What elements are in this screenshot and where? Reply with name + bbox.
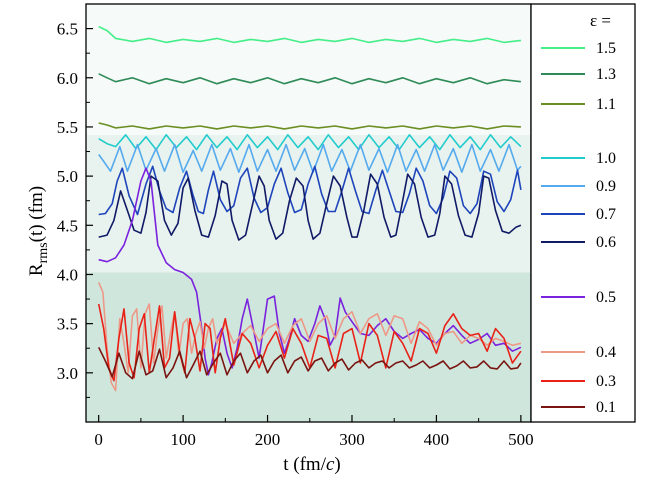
series-lines — [97, 25, 522, 392]
series-line-1.1 — [98, 122, 521, 130]
series-line-1.3 — [98, 73, 521, 85]
legend-label-1.3: 1.3 — [596, 66, 616, 83]
x-tick-label: 300 — [339, 430, 365, 449]
x-tick-label: 100 — [170, 430, 196, 449]
legend-label-0.9: 0.9 — [596, 178, 616, 195]
legend-label-0.7: 0.7 — [596, 206, 616, 223]
legend: ε = 1.5 1.3 1.1 1.0 0.9 0.7 0.6 0.5 0.4 0.3 0.1 — [530, 3, 636, 423]
x-tick-label: 400 — [424, 430, 450, 449]
x-tick-label: 0 — [94, 430, 103, 449]
y-tick-label: 6.5 — [57, 20, 78, 39]
y-tick-label: 5.5 — [57, 118, 78, 137]
y-tick-label: 4.0 — [57, 265, 78, 284]
legend-label-0.1: 0.1 — [596, 399, 616, 416]
x-tick-label: 500 — [508, 430, 534, 449]
x-axis-title: t (fm/c) — [283, 454, 341, 475]
series-line-0.7 — [98, 165, 522, 216]
band-0 — [86, 272, 531, 422]
legend-label-1.0: 1.0 — [596, 150, 616, 167]
legend-label-0.4: 0.4 — [596, 344, 616, 361]
y-tick-label: 5.0 — [57, 167, 78, 186]
band-2 — [86, 4, 531, 135]
series-line-0.9 — [98, 143, 522, 173]
x-tick-label: 200 — [255, 430, 281, 449]
y-tick-label: 4.5 — [57, 216, 78, 235]
legend-label-1.5: 1.5 — [596, 40, 616, 57]
legend-title: ε = — [590, 11, 611, 30]
series-line-0.6 — [98, 173, 522, 241]
y-tick-label: 3.5 — [57, 315, 78, 334]
legend-label-0.6: 0.6 — [596, 234, 616, 251]
legend-label-1.1: 1.1 — [596, 96, 616, 113]
legend-label-0.5: 0.5 — [596, 289, 616, 306]
y-tick-label: 6.0 — [57, 69, 78, 88]
series-line-1.5 — [98, 25, 521, 44]
series-line-0.1 — [97, 346, 522, 380]
series-line-1.0 — [98, 134, 522, 151]
ticks: 0 100 200 300 400 500 3.0 3.5 4.0 4.5 5.0 5.5 6.0 6.5 — [57, 20, 534, 449]
y-axis-title: Rrms(t) (fm) — [26, 186, 51, 276]
legend-label-0.3: 0.3 — [596, 373, 616, 390]
y-tick-label: 3.0 — [57, 364, 78, 383]
